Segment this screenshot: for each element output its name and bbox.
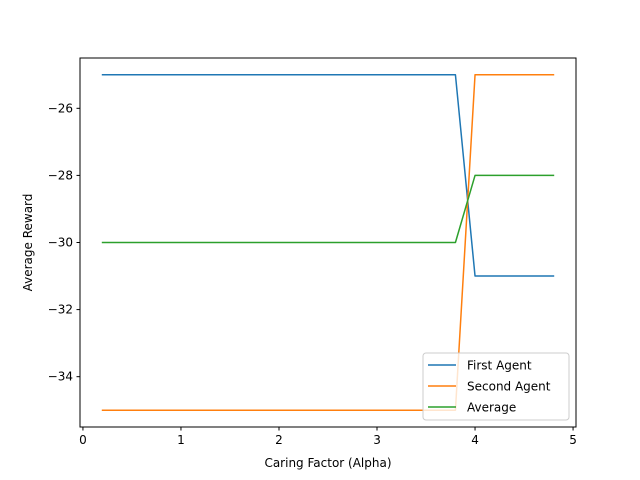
x-tick-label: 0	[79, 433, 87, 447]
x-tick-label: 2	[275, 433, 283, 447]
series-line-average	[101, 174, 555, 244]
legend: First Agent Second Agent Average	[422, 352, 570, 421]
y-tick-label: −28	[48, 168, 73, 182]
x-axis-label: Caring Factor (Alpha)	[264, 456, 391, 470]
legend-label: Second Agent	[467, 380, 551, 394]
legend-label: First Agent	[467, 359, 532, 373]
y-tick-label: −26	[48, 101, 73, 115]
legend-label: Average	[467, 401, 516, 415]
x-tick-label: 5	[569, 433, 577, 447]
x-tick-label: 4	[471, 433, 479, 447]
x-tick-label: 3	[373, 433, 381, 447]
y-axis-label: Average Reward	[21, 194, 35, 292]
x-axis-ticks: 0 1 2 3 4 5	[79, 427, 577, 447]
plot-frame	[79, 57, 577, 428]
series-lines	[101, 74, 555, 411]
y-tick-label: −34	[48, 370, 73, 384]
y-tick-label: −30	[48, 236, 73, 250]
x-tick-label: 1	[177, 433, 185, 447]
series-line-second-agent	[101, 74, 555, 411]
series-line-first-agent	[101, 74, 555, 277]
y-axis-ticks: −34 −32 −30 −28 −26	[48, 101, 80, 384]
legend-box	[422, 352, 570, 421]
y-tick-label: −32	[48, 303, 73, 317]
